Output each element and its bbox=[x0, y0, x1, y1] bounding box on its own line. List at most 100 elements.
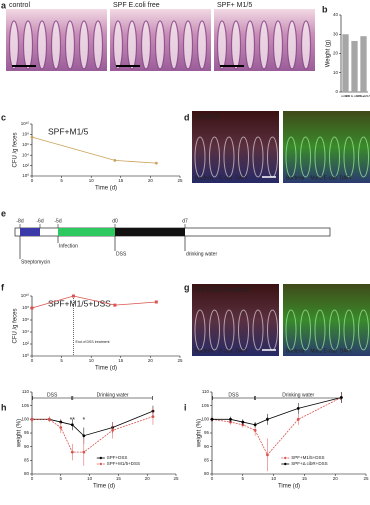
bar bbox=[360, 36, 367, 92]
stain-legend: Muc2 bbox=[310, 348, 322, 354]
timeline-event: Infection bbox=[59, 243, 78, 249]
x-axis-label: Time (d) bbox=[278, 484, 300, 490]
data-point bbox=[70, 450, 74, 454]
y-tick-label: 10⁸ bbox=[22, 305, 29, 310]
y-tick-label: 85 bbox=[24, 458, 30, 463]
y-tick-label: 100 bbox=[21, 417, 29, 422]
y-tick-label: 10² bbox=[22, 163, 29, 168]
data-point bbox=[151, 415, 155, 418]
data-point bbox=[253, 423, 257, 427]
y-tick-label: 10⁴ bbox=[22, 152, 29, 157]
y-tick-label: 10 bbox=[333, 70, 339, 75]
x-tick-label: 15 bbox=[116, 476, 122, 481]
y-tick-label: 90 bbox=[24, 444, 30, 449]
x-tick-label: 0 bbox=[31, 178, 34, 183]
y-tick-label: 105 bbox=[21, 403, 29, 408]
x-tick-label: 15 bbox=[118, 358, 124, 363]
data-point bbox=[82, 434, 86, 438]
data-point bbox=[59, 426, 63, 429]
crypt bbox=[8, 20, 20, 70]
significance: * bbox=[82, 417, 85, 424]
panel-letter: e bbox=[1, 208, 6, 218]
crypt bbox=[314, 309, 326, 351]
data-point bbox=[266, 453, 269, 457]
data-point bbox=[47, 417, 51, 421]
x-tick-label: 10 bbox=[89, 358, 95, 363]
crypt bbox=[286, 20, 298, 70]
y-tick-label: 90 bbox=[204, 444, 210, 449]
x-tick-label: 25 bbox=[177, 358, 183, 363]
y-tick-label: 80 bbox=[204, 471, 210, 476]
series-line bbox=[31, 295, 157, 309]
data-point bbox=[210, 417, 214, 421]
crypt bbox=[196, 20, 208, 70]
image-caption: control bbox=[9, 2, 30, 9]
panel-letter: b bbox=[322, 4, 328, 14]
data-point bbox=[339, 396, 343, 399]
crypt bbox=[50, 20, 62, 70]
y-tick-label: 105 bbox=[201, 403, 209, 408]
crypt bbox=[209, 309, 220, 351]
crypt bbox=[300, 20, 312, 70]
crypt bbox=[182, 20, 194, 70]
bar bbox=[342, 34, 349, 92]
fluorescence-image bbox=[192, 284, 279, 356]
stain-legend: E-cad bbox=[324, 348, 337, 354]
x-tick-label: 20 bbox=[333, 476, 339, 481]
y-tick-label: 110 bbox=[22, 389, 30, 394]
data-point bbox=[296, 407, 300, 410]
crypt bbox=[78, 20, 90, 70]
crypt bbox=[64, 20, 76, 70]
fluorescence-image bbox=[283, 111, 370, 183]
legend-label: SPF+DSS bbox=[107, 455, 128, 460]
timeline-event: Streptomycin bbox=[21, 259, 50, 265]
y-tick-label: 10¹⁰ bbox=[21, 293, 30, 298]
crypt bbox=[238, 136, 249, 178]
legend-marker bbox=[99, 462, 103, 466]
series-line bbox=[31, 136, 157, 164]
stain-legend: DAPI bbox=[340, 348, 352, 354]
y-tick-label: 95 bbox=[24, 430, 30, 435]
x-tick-label: 25 bbox=[173, 476, 179, 481]
x-tick-label: 15 bbox=[118, 178, 124, 183]
x-tick-label: 20 bbox=[148, 178, 154, 183]
y-tick-label: 10¹⁰ bbox=[21, 121, 30, 126]
data-point bbox=[266, 417, 269, 421]
data-point bbox=[154, 300, 158, 304]
data-point bbox=[241, 420, 245, 424]
crypt bbox=[22, 20, 34, 70]
timeline-segment bbox=[115, 228, 185, 236]
stain-legend: DAPI bbox=[235, 348, 247, 354]
y-tick-label: 80 bbox=[24, 471, 30, 476]
stain-legend: DAPI bbox=[235, 175, 247, 181]
crypt bbox=[36, 20, 48, 70]
x-tick-label: 20 bbox=[145, 476, 151, 481]
x-tick-label: SPF E.coli free bbox=[344, 94, 364, 98]
x-tick-label: 10 bbox=[87, 476, 93, 481]
series-line bbox=[211, 397, 342, 456]
series-line bbox=[32, 410, 154, 437]
y-axis-label: CFU /g feces bbox=[13, 132, 19, 167]
crypt bbox=[194, 309, 206, 351]
y-tick-label: 10⁶ bbox=[22, 317, 29, 322]
y-tick-label: 10⁴ bbox=[22, 329, 29, 334]
image-caption: 5d DSS treated bbox=[195, 285, 250, 294]
panel-letter: d bbox=[184, 112, 190, 122]
stain-legend: E-cad bbox=[219, 175, 232, 181]
crypt bbox=[358, 136, 369, 178]
stain-legend: Bacteria bbox=[195, 348, 214, 354]
crypt bbox=[252, 309, 264, 351]
data-point bbox=[70, 423, 74, 427]
crypt bbox=[300, 136, 311, 178]
y-tick-label: 85 bbox=[204, 458, 210, 463]
crypt bbox=[329, 309, 340, 351]
period-label: Drinking water bbox=[97, 392, 129, 398]
data-point bbox=[253, 428, 257, 432]
x-tick-label: 10 bbox=[89, 178, 95, 183]
stain-legend: DAPI bbox=[340, 175, 352, 181]
y-tick-label: 10⁰ bbox=[22, 353, 29, 358]
crypt bbox=[258, 20, 270, 70]
crypt bbox=[358, 309, 369, 351]
panel-letter: i bbox=[184, 402, 187, 412]
